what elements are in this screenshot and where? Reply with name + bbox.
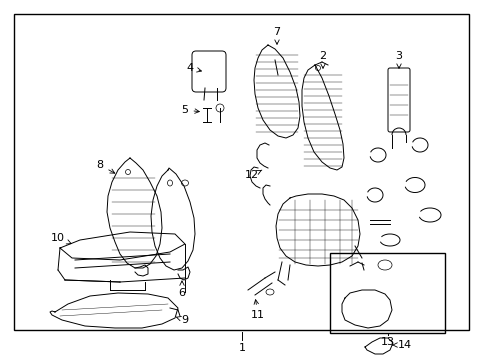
Text: 5: 5 — [181, 105, 199, 115]
Text: 8: 8 — [96, 160, 115, 173]
Text: 10: 10 — [51, 233, 71, 244]
Text: 11: 11 — [250, 300, 264, 320]
Text: 7: 7 — [273, 27, 280, 44]
Text: 2: 2 — [319, 51, 326, 68]
Text: 6: 6 — [178, 281, 185, 298]
Text: 3: 3 — [395, 51, 402, 68]
Text: 1: 1 — [238, 343, 245, 353]
Bar — [329, 253, 444, 333]
Text: 14: 14 — [391, 340, 411, 350]
Text: 9: 9 — [176, 315, 188, 325]
Text: 12: 12 — [244, 170, 261, 180]
Text: 13: 13 — [380, 337, 394, 347]
Bar — [14, 14, 468, 330]
Text: 4: 4 — [186, 63, 201, 73]
